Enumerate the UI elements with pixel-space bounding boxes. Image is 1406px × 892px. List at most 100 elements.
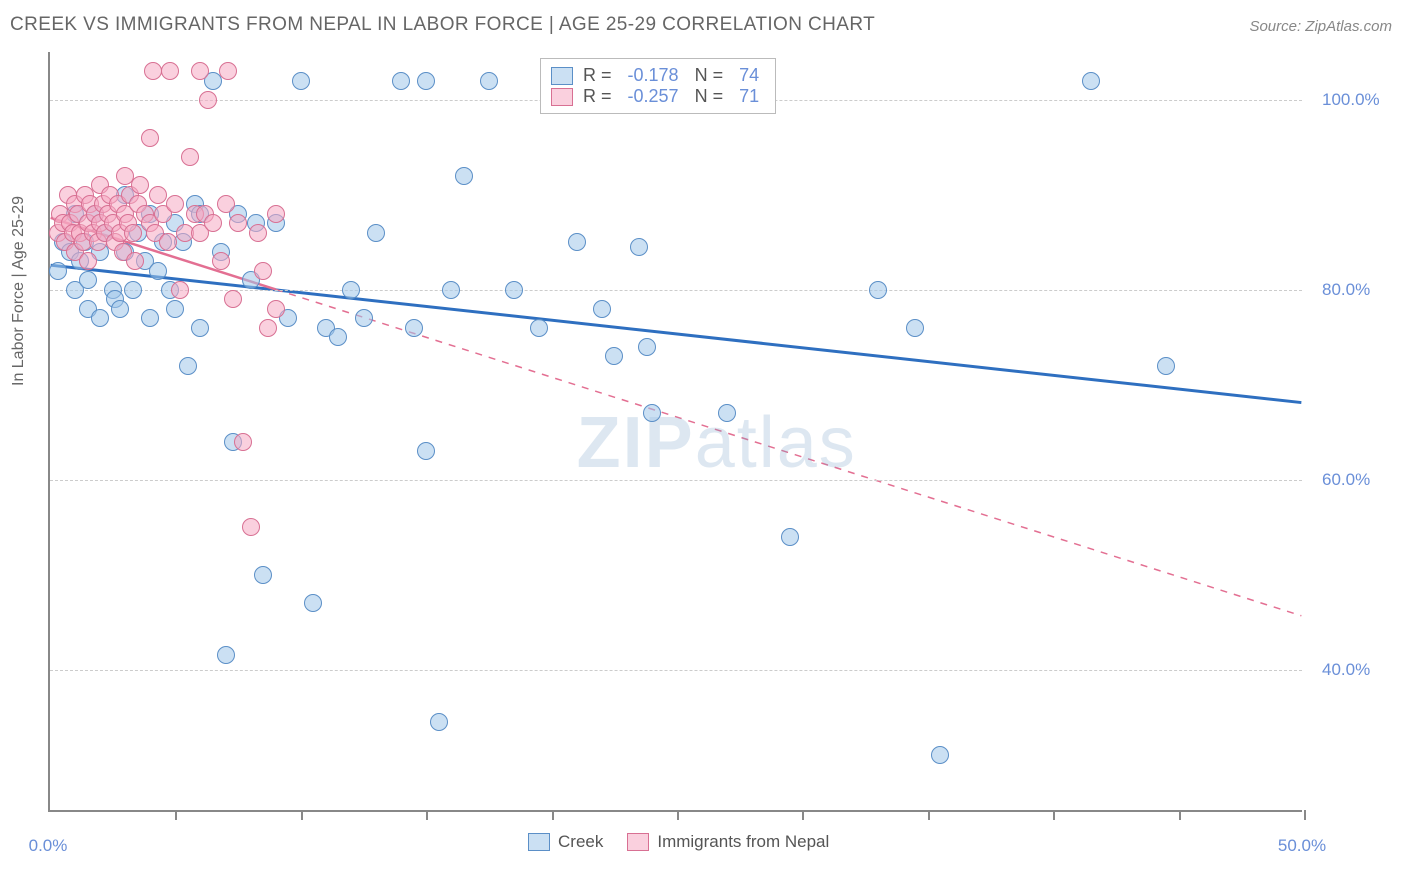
scatter-point	[219, 62, 237, 80]
scatter-point	[224, 290, 242, 308]
legend-correlation-row: R =-0.257N =71	[551, 86, 765, 107]
scatter-point	[141, 309, 159, 327]
y-tick-label: 40.0%	[1322, 660, 1370, 680]
scatter-point	[124, 224, 142, 242]
scatter-point	[234, 433, 252, 451]
scatter-point	[217, 195, 235, 213]
scatter-point	[144, 62, 162, 80]
scatter-point	[249, 224, 267, 242]
legend-series-label: Creek	[558, 832, 603, 852]
scatter-point	[131, 176, 149, 194]
legend-n-label: N =	[695, 65, 724, 86]
scatter-point	[405, 319, 423, 337]
scatter-point	[259, 319, 277, 337]
scatter-point	[191, 319, 209, 337]
scatter-point	[161, 62, 179, 80]
legend-n-value: 74	[733, 65, 765, 86]
scatter-point	[212, 252, 230, 270]
scatter-point	[179, 357, 197, 375]
scatter-point	[91, 309, 109, 327]
scatter-point	[781, 528, 799, 546]
scatter-point	[417, 72, 435, 90]
scatter-point	[79, 271, 97, 289]
x-tick	[301, 810, 303, 820]
scatter-point	[292, 72, 310, 90]
watermark-zip: ZIP	[577, 403, 695, 483]
legend-r-value: -0.178	[622, 65, 685, 86]
scatter-point	[1157, 357, 1175, 375]
scatter-point	[124, 281, 142, 299]
scatter-point	[638, 338, 656, 356]
y-axis-label: In Labor Force | Age 25-29	[10, 196, 28, 386]
watermark: ZIPatlas	[577, 402, 857, 484]
scatter-point	[141, 129, 159, 147]
source-attribution: Source: ZipAtlas.com	[1249, 18, 1392, 35]
legend-swatch	[627, 833, 649, 851]
scatter-point	[505, 281, 523, 299]
scatter-point	[159, 233, 177, 251]
scatter-point	[49, 262, 67, 280]
scatter-point	[593, 300, 611, 318]
y-tick-label: 60.0%	[1322, 470, 1370, 490]
series-legend: Creek Immigrants from Nepal	[528, 832, 829, 852]
x-tick-label: 50.0%	[1278, 836, 1326, 856]
scatter-point	[254, 262, 272, 280]
scatter-point	[171, 281, 189, 299]
scatter-point	[166, 195, 184, 213]
x-tick	[677, 810, 679, 820]
correlation-legend: R =-0.178N =74R =-0.257N =71	[540, 58, 776, 114]
gridline	[50, 480, 1302, 481]
scatter-point	[630, 238, 648, 256]
legend-r-label: R =	[583, 86, 612, 107]
legend-r-label: R =	[583, 65, 612, 86]
scatter-point	[254, 566, 272, 584]
legend-swatch	[551, 88, 573, 106]
scatter-point	[530, 319, 548, 337]
x-tick	[1304, 810, 1306, 820]
scatter-point	[367, 224, 385, 242]
legend-series-item: Creek	[528, 832, 603, 852]
x-tick	[426, 810, 428, 820]
scatter-point	[605, 347, 623, 365]
scatter-point	[329, 328, 347, 346]
scatter-point	[79, 252, 97, 270]
scatter-point	[204, 214, 222, 232]
scatter-point	[304, 594, 322, 612]
scatter-point	[869, 281, 887, 299]
legend-n-label: N =	[695, 86, 724, 107]
scatter-point	[199, 91, 217, 109]
scatter-point	[229, 214, 247, 232]
y-tick-label: 100.0%	[1322, 90, 1380, 110]
scatter-point	[931, 746, 949, 764]
x-tick-label: 0.0%	[29, 836, 68, 856]
legend-r-value: -0.257	[622, 86, 685, 107]
scatter-point	[217, 646, 235, 664]
y-tick-label: 80.0%	[1322, 280, 1370, 300]
scatter-point	[166, 300, 184, 318]
scatter-point	[1082, 72, 1100, 90]
scatter-point	[126, 252, 144, 270]
chart-title: CREEK VS IMMIGRANTS FROM NEPAL IN LABOR …	[10, 14, 875, 36]
legend-series-label: Immigrants from Nepal	[657, 832, 829, 852]
scatter-point	[355, 309, 373, 327]
scatter-point	[455, 167, 473, 185]
scatter-point	[242, 518, 260, 536]
legend-swatch	[528, 833, 550, 851]
x-tick	[552, 810, 554, 820]
scatter-point	[392, 72, 410, 90]
scatter-point	[267, 205, 285, 223]
x-tick	[1179, 810, 1181, 820]
trendline	[51, 265, 1302, 402]
trendlines-layer	[50, 52, 1302, 810]
scatter-point	[267, 300, 285, 318]
scatter-point	[417, 442, 435, 460]
x-tick	[1053, 810, 1055, 820]
legend-series-item: Immigrants from Nepal	[627, 832, 829, 852]
legend-correlation-row: R = -0.178 N = 74	[551, 65, 765, 86]
gridline	[50, 670, 1302, 671]
plot-area: ZIPatlas	[48, 52, 1302, 812]
scatter-point	[342, 281, 360, 299]
scatter-point	[718, 404, 736, 422]
scatter-point	[442, 281, 460, 299]
scatter-point	[181, 148, 199, 166]
